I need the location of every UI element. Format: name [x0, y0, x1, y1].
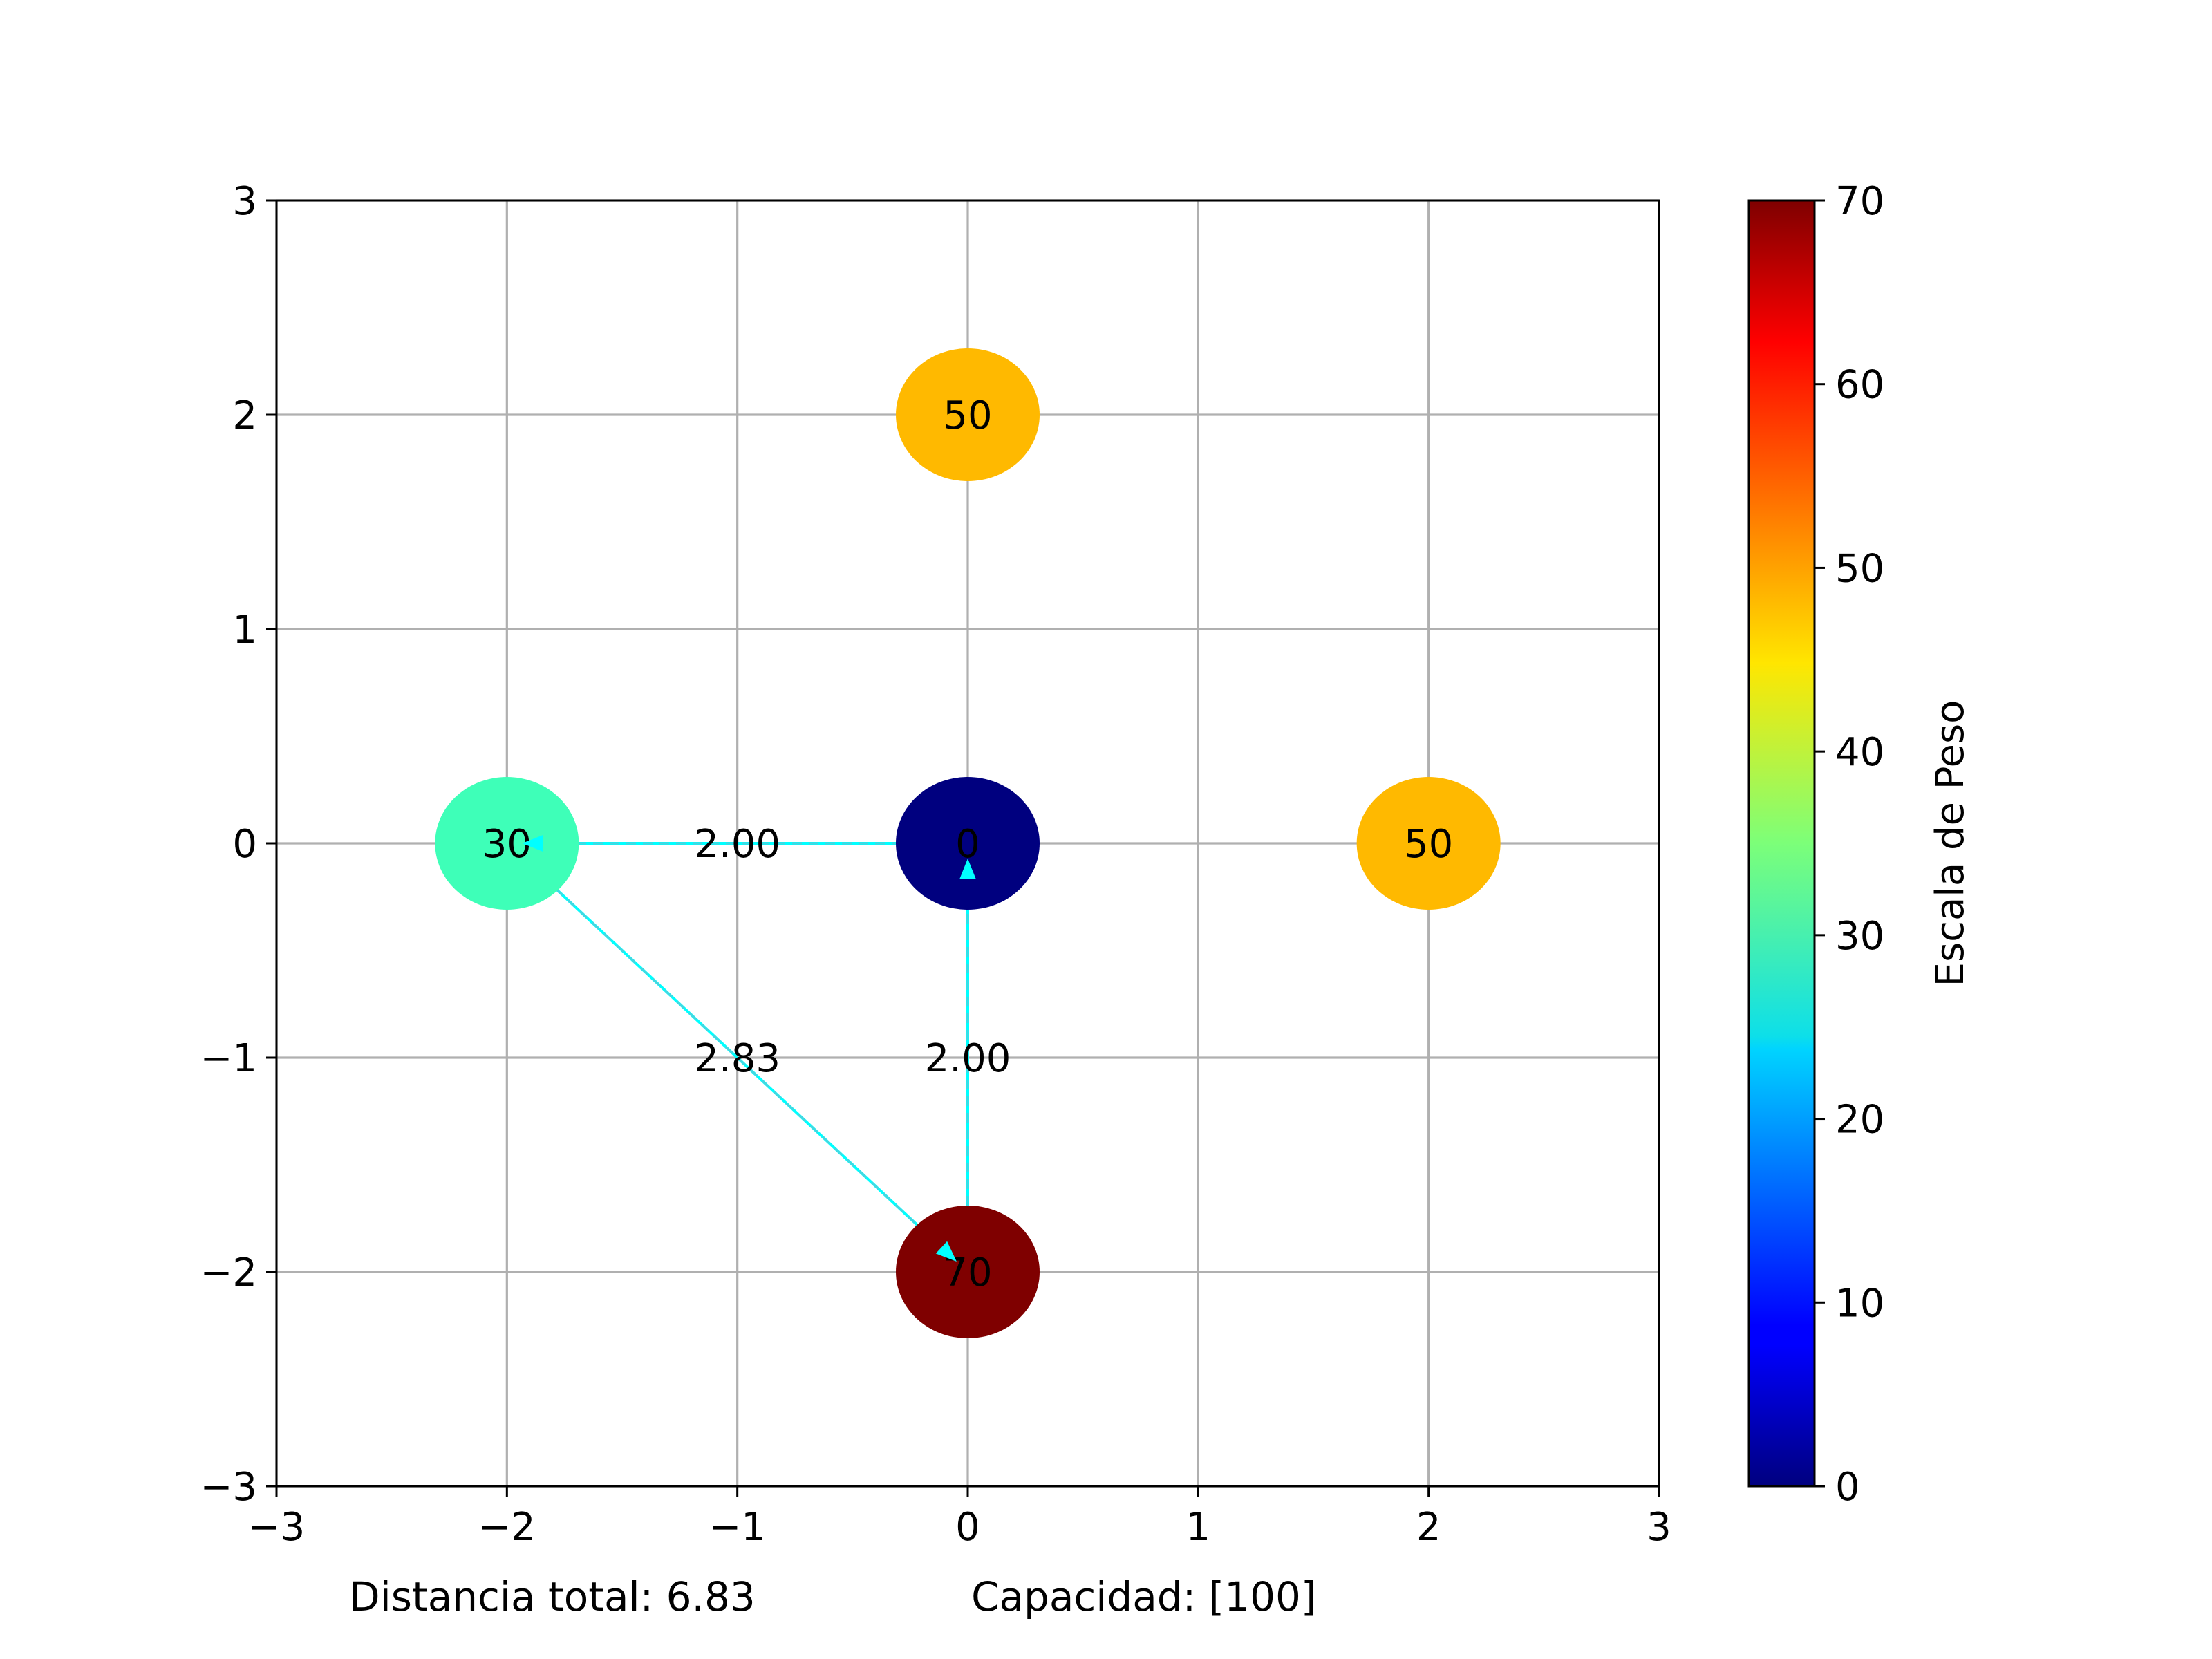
colorbar-tick-label: 20	[1835, 1098, 1884, 1143]
colorbar: 0 10 20 30 40 50 60 70 Escala de Peso	[1747, 179, 1973, 1510]
capacity-text: Capacidad: [100]	[971, 1573, 1317, 1620]
route-arrowhead-top	[935, 1241, 957, 1262]
x-axis-ticks: −3 −2 −1 0 1 2 3	[248, 1486, 1671, 1550]
x-tick-label: −3	[248, 1505, 306, 1550]
node-weight-label: 50	[1404, 822, 1453, 867]
route-edge-dashed	[506, 842, 957, 1263]
colorbar-tick-label: 10	[1835, 1281, 1884, 1326]
colorbar-ticks: 0 10 20 30 40 50 60 70	[1815, 179, 1884, 1510]
y-tick-label: 3	[232, 179, 257, 224]
y-tick-label: −2	[200, 1250, 257, 1295]
node-circle	[896, 348, 1040, 481]
node-circle	[896, 777, 1040, 910]
node-circle	[1356, 777, 1501, 910]
y-tick-label: 1	[232, 608, 257, 653]
colorbar-tick-label: 30	[1835, 914, 1884, 959]
colorbar-tick-label: 50	[1835, 546, 1884, 591]
x-tick-label: 3	[1647, 1505, 1671, 1550]
route-arrowhead-top	[959, 859, 976, 879]
x-tick-label: −2	[478, 1505, 536, 1550]
colorbar-label: Escala de Peso	[1928, 700, 1973, 987]
edge-distance-label: 2.00	[925, 1036, 1011, 1081]
colorbar-tick-label: 40	[1835, 730, 1884, 775]
colorbar-tick-label: 60	[1835, 363, 1884, 408]
colorbar-gradient	[1747, 199, 1816, 1488]
node-weight-label: 50	[943, 393, 992, 438]
y-tick-label: 2	[232, 393, 257, 438]
total-distance-text: Distancia total: 6.83	[349, 1573, 756, 1620]
colorbar-tick-label: 70	[1835, 179, 1884, 224]
y-axis-ticks: −3 −2 −1 0 1 2 3	[200, 179, 276, 1510]
x-tick-label: 2	[1416, 1505, 1441, 1550]
x-tick-label: 0	[955, 1505, 980, 1550]
route-arrowhead-top	[522, 835, 543, 852]
node-circle	[435, 777, 579, 910]
y-tick-label: −3	[200, 1465, 257, 1510]
edge-distance-label: 2.83	[694, 1036, 780, 1081]
edge-distance-label: 2.00	[694, 822, 780, 867]
y-tick-label: 0	[232, 822, 257, 867]
x-tick-label: 1	[1186, 1505, 1211, 1550]
colorbar-tick-label: 0	[1835, 1465, 1860, 1510]
x-tick-label: −1	[709, 1505, 766, 1550]
y-tick-label: −1	[200, 1036, 257, 1081]
node-circle	[896, 1206, 1040, 1338]
edge-labels: 2.00 2.83 2.00	[694, 822, 1011, 1081]
node-weight-label: 30	[482, 822, 532, 867]
